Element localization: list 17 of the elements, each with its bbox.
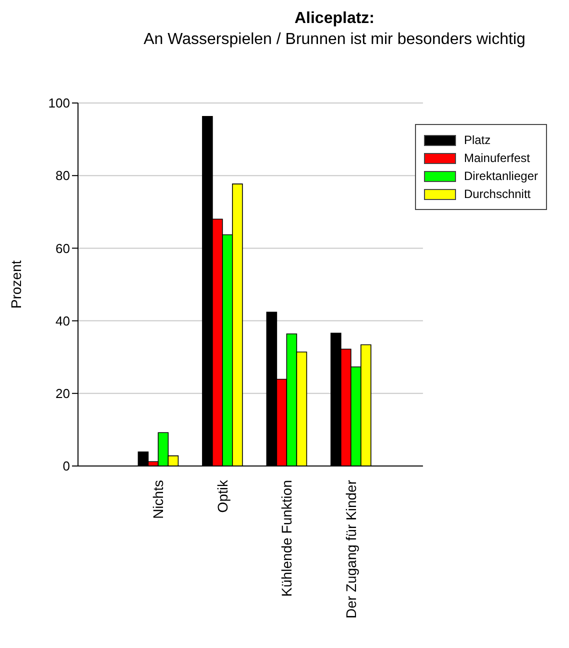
y-tick-label: 80 — [56, 168, 70, 184]
legend-label: Durchschnitt — [464, 187, 531, 201]
legend-label: Mainuferfest — [464, 151, 530, 165]
y-tick-label: 0 — [62, 458, 70, 474]
legend-label: Platz — [464, 133, 491, 147]
x-tick-label: Kühlende Funktion — [278, 480, 295, 597]
y-tick-label: 20 — [56, 386, 70, 402]
y-axis-title: Prozent — [8, 260, 24, 309]
x-tick-label: Der Zugang für Kinder — [342, 480, 359, 619]
y-tick-label: 60 — [56, 240, 70, 256]
chart-subtitle: An Wasserspielen / Brunnen ist mir besonders wichtig — [142, 31, 526, 49]
chart-title: Aliceplatz: — [293, 9, 376, 28]
y-tick-label: 40 — [56, 313, 70, 328]
y-tick-label: 100 — [48, 96, 70, 111]
x-tick-label: Optik — [214, 479, 230, 513]
x-tick-label: Nichts — [150, 480, 166, 519]
legend-label: Direktanlieger — [464, 169, 538, 183]
